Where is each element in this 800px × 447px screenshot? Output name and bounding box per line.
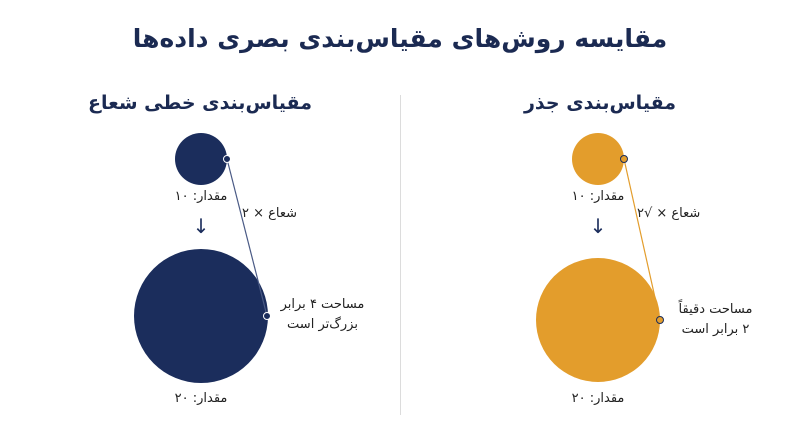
small-circle-sqrt [572,133,624,185]
area-note-sqrt-line1: مساحت دقیقاً [678,302,753,317]
page-title: مقایسه روش‌های مقیاس‌بندی بصری داده‌ها [132,24,668,53]
large-value-label-linear: مقدار: ۲۰ [174,391,228,406]
large-radius-point-linear [263,312,271,320]
panel-divider [400,95,401,415]
radius-connector-linear [226,158,268,317]
radius-connector-sqrt [623,158,661,321]
small-value-label-linear: مقدار: ۱۰ [174,189,228,204]
large-radius-point-sqrt [656,316,664,324]
small-value-label-sqrt: مقدار: ۱۰ [571,189,625,204]
small-circle-linear [175,133,227,185]
area-note-sqrt-line2: ۲ برابر است [681,322,750,337]
linear-scaling-heading: مقیاس‌بندی خطی شعاع [87,92,312,114]
area-note-linear-line2: بزرگ‌تر است [287,317,358,332]
down-arrow-sqrt-icon: ↓ [589,214,607,238]
radius-label-sqrt: شعاع × √۲ [637,206,701,221]
sqrt-scaling-heading: مقیاس‌بندی جذر [523,92,677,114]
large-circle-linear [134,249,268,383]
large-circle-sqrt [536,258,660,382]
radius-label-linear: شعاع × ۲ [242,206,298,221]
small-radius-point-sqrt [620,155,628,163]
small-radius-point-linear [223,155,231,163]
down-arrow-linear-icon: ↓ [192,214,210,238]
area-note-linear-line1: مساحت ۴ برابر [280,297,365,312]
large-value-label-sqrt: مقدار: ۲۰ [571,391,625,406]
